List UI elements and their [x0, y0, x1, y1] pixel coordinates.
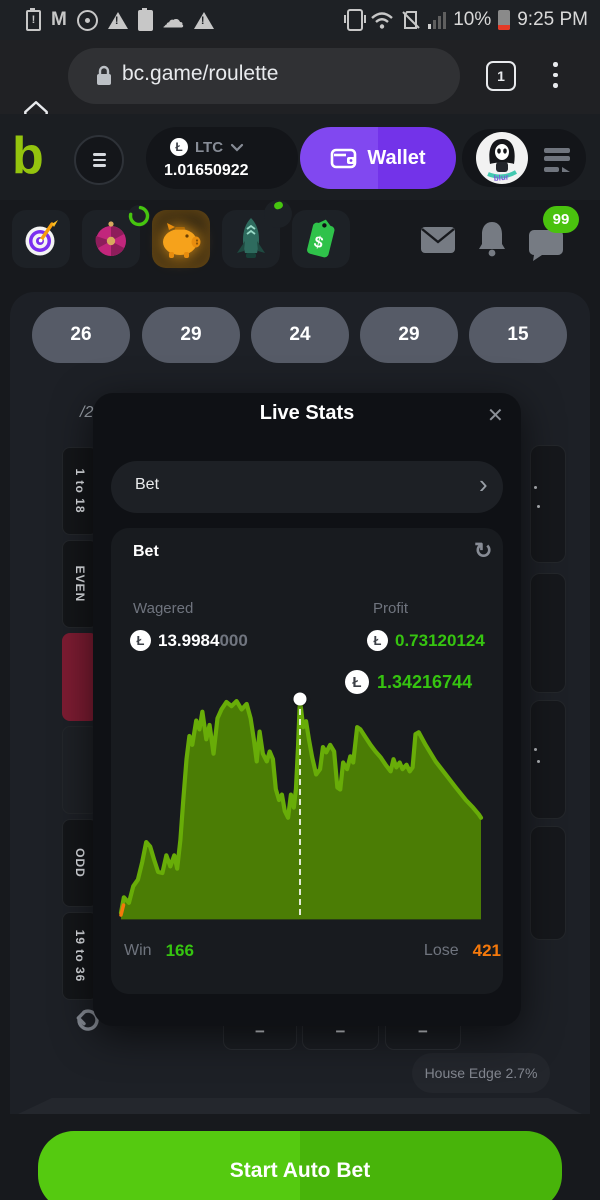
wallet-label: Wallet	[367, 146, 426, 169]
start-auto-bet-button[interactable]: Start Auto Bet	[38, 1131, 562, 1200]
account-pill: blur	[462, 129, 586, 187]
bet-cell-column[interactable]	[530, 700, 566, 819]
darts-icon	[25, 220, 58, 256]
tooltip-value: 1.34216744	[377, 671, 473, 692]
chart-marker-dot	[293, 692, 307, 706]
stats-type-select[interactable]: Bet ›	[111, 461, 503, 513]
unread-count-badge: 99	[543, 206, 579, 233]
rocket-badge	[264, 200, 292, 228]
wagered-value: 13.9984000	[158, 630, 248, 650]
profit-value: 0.73120124	[395, 630, 485, 650]
ltc-coin-icon: Ł	[345, 670, 369, 694]
vibrate-icon	[344, 9, 367, 31]
bet-cell-column[interactable]	[530, 826, 566, 940]
gmail-icon: M	[51, 9, 67, 30]
bet-cell-even[interactable]: EVEN	[62, 540, 98, 628]
chevron-right-icon: ›	[479, 469, 488, 499]
rocket-icon	[237, 218, 265, 258]
battery-icon	[498, 10, 511, 30]
undo-icon[interactable]	[70, 1006, 102, 1038]
chart-line	[121, 699, 481, 913]
wallet-button[interactable]: Wallet	[300, 127, 456, 189]
bell-icon[interactable]	[477, 220, 507, 258]
piggy-game-tile[interactable]	[152, 210, 210, 268]
wagered-label: Wagered	[133, 600, 194, 617]
no-sim-icon	[402, 11, 420, 29]
chart-start-tick	[121, 905, 124, 915]
chevron-down-icon	[230, 143, 244, 152]
wheel-icon	[95, 221, 126, 256]
balance-selector[interactable]: Ł LTC 1.01650922	[146, 127, 298, 189]
signal-icon	[428, 11, 447, 29]
mail-icon[interactable]	[420, 226, 456, 254]
chart-marker-line	[298, 699, 301, 915]
warning-icon: !	[193, 11, 214, 29]
chat-icon[interactable]	[528, 228, 564, 262]
url-text: bc.game/roulette	[122, 62, 279, 85]
browser-menu-icon[interactable]	[553, 59, 558, 91]
recent-result: 29	[360, 307, 458, 363]
house-edge-badge: House Edge 2.7%	[412, 1053, 550, 1093]
status-bar: ! M ! ☁ !	[0, 0, 600, 40]
warning-icon: !	[107, 11, 128, 29]
win-value: 166	[165, 941, 194, 960]
coupon-game-tile[interactable]: $	[292, 210, 350, 268]
win-lose-row: Win 166 Lose 421	[124, 941, 501, 961]
chart-fill	[121, 699, 481, 920]
currency-label: LTC	[195, 138, 224, 156]
battery-alert-icon: !	[26, 7, 41, 31]
recent-result: 29	[142, 307, 240, 363]
darts-game-tile[interactable]	[12, 210, 70, 268]
data-circle-icon	[76, 9, 98, 31]
tab-switcher[interactable]: 1	[486, 61, 516, 91]
betslip-icon[interactable]	[544, 145, 570, 175]
close-icon[interactable]: ✕	[487, 405, 504, 427]
ltc-coin-icon: Ł	[130, 630, 151, 651]
recent-result: 26	[32, 307, 130, 363]
balance-value: 1.01650922	[164, 162, 249, 179]
cloud-icon: ☁	[162, 8, 184, 32]
battery-saver-icon	[137, 7, 153, 31]
price-tag-icon: $	[307, 219, 335, 258]
refresh-icon[interactable]: ↻	[474, 538, 493, 563]
profit-label: Profit	[373, 600, 409, 617]
wheel-game-tile[interactable]	[82, 205, 150, 268]
profit-chart	[121, 692, 481, 920]
site-menu-button[interactable]	[74, 135, 124, 185]
ltc-coin-icon: Ł	[170, 138, 188, 156]
bcgame-logo[interactable]: b	[12, 127, 44, 185]
bet-cell-column[interactable]	[530, 573, 566, 693]
svg-text:blur: blur	[493, 172, 509, 183]
bet-cell-column[interactable]	[530, 445, 566, 563]
wallet-icon	[331, 148, 357, 169]
battery-percent: 10%	[453, 9, 492, 30]
svg-text:$: $	[312, 234, 325, 253]
wifi-icon	[371, 12, 394, 29]
win-label: Win	[124, 942, 152, 959]
piggy-bank-icon	[163, 223, 201, 258]
select-value: Bet	[135, 476, 160, 493]
clock: 9:25 PM	[517, 9, 588, 30]
card-title: Bet	[133, 543, 159, 560]
url-bar[interactable]: bc.game/roulette	[68, 48, 460, 104]
lose-value: 421	[472, 941, 501, 960]
recent-result: 24	[251, 307, 349, 363]
lose-label: Lose	[423, 942, 459, 959]
table-edge-decoration	[18, 1098, 582, 1114]
rocket-game-tile[interactable]	[222, 200, 292, 268]
wheel-progress-badge	[128, 205, 150, 227]
chart-tooltip: Ł 1.34216744	[345, 670, 472, 694]
half-bet-label: /2	[80, 404, 94, 421]
ltc-coin-icon: Ł	[367, 630, 388, 651]
recent-result: 15	[469, 307, 567, 363]
modal-title: Live Stats	[259, 402, 355, 424]
lock-icon	[97, 65, 111, 85]
avatar[interactable]: blur	[476, 132, 528, 184]
